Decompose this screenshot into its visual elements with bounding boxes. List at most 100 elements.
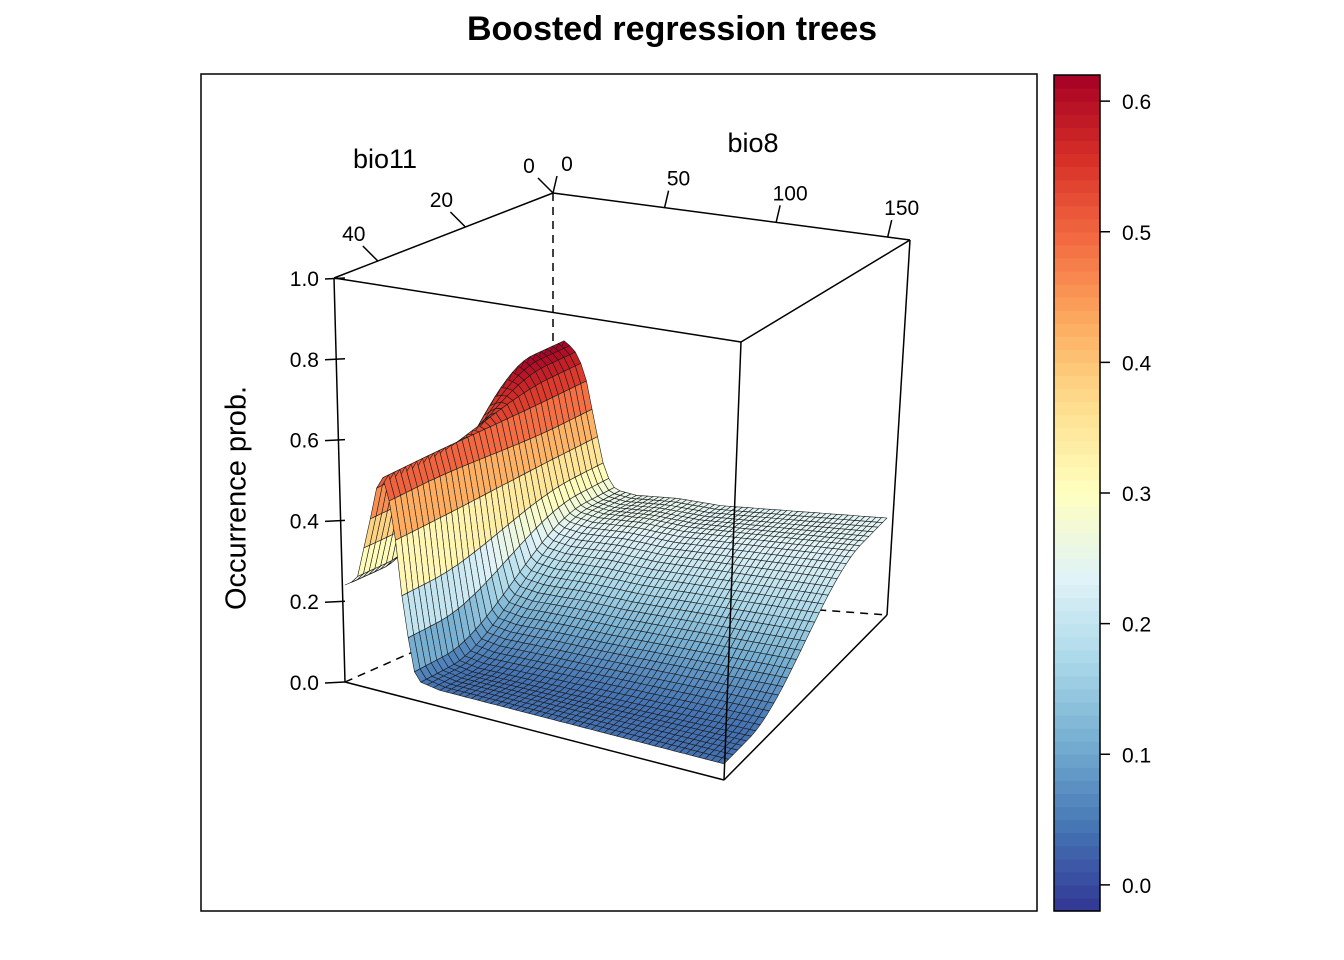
colorbar-swatch [1054, 244, 1100, 259]
colorbar-swatch [1054, 584, 1100, 599]
z-tick [324, 600, 346, 603]
colorbar-swatch [1054, 571, 1100, 586]
colorbar-swatch [1054, 806, 1100, 821]
colorbar-swatch [1054, 832, 1100, 847]
bio8-tick-label: 0 [561, 153, 573, 176]
colorbar-swatch [1054, 675, 1100, 690]
colorbar-swatch [1054, 688, 1100, 703]
bio11-axis-label: bio11 [353, 144, 417, 174]
z-tick-label: 0.4 [290, 510, 320, 533]
colorbar-swatch [1054, 218, 1100, 233]
bio8-tick-label: 150 [884, 197, 919, 220]
colorbar-tick-label: 0.5 [1122, 222, 1151, 245]
colorbar-swatch [1054, 192, 1100, 207]
colorbar-swatch [1054, 323, 1100, 337]
colorbar-swatch [1054, 440, 1100, 455]
colorbar-swatch [1054, 88, 1100, 102]
colorbar-swatch [1054, 871, 1100, 886]
plot-panel [200, 73, 1038, 912]
colorbar-swatch [1054, 140, 1100, 154]
z-tick [324, 277, 346, 280]
colorbar-swatch [1054, 558, 1100, 572]
colorbar-swatch [1054, 375, 1100, 390]
colorbar-swatch [1054, 506, 1100, 520]
colorbar-swatch [1054, 284, 1100, 298]
colorbar-swatch [1054, 623, 1100, 638]
colorbar-swatch [1054, 388, 1100, 403]
colorbar-swatch [1054, 466, 1100, 481]
bio8-tick [775, 205, 781, 223]
colorbar-swatch [1054, 715, 1100, 729]
bio11-tick-label: 20 [430, 189, 453, 212]
colorbar-swatch [1054, 519, 1100, 533]
top-edge-right [740, 239, 911, 343]
colorbar-swatch [1054, 114, 1100, 128]
colorbar-swatch [1054, 153, 1100, 168]
colorbar-swatch [1054, 858, 1100, 873]
bio11-tick-label: 0 [523, 155, 535, 178]
colorbar-swatch [1054, 754, 1100, 768]
colorbar-swatch [1054, 493, 1100, 507]
top-edge-back [552, 192, 911, 241]
colorbar-swatch [1054, 75, 1100, 89]
chart-title: Boosted regression trees [466, 10, 878, 48]
bio11-tick [537, 177, 554, 194]
colorbar-tick-label: 0.4 [1122, 352, 1152, 375]
colorbar-swatch [1054, 362, 1100, 377]
bio8-axis-label: bio8 [727, 128, 778, 158]
z-tick-label: 0.0 [290, 672, 319, 695]
colorbar-swatch [1054, 349, 1100, 363]
colorbar-tick-label: 0.6 [1122, 91, 1151, 114]
z-tick-label: 0.8 [290, 349, 319, 372]
colorbar-swatch [1054, 845, 1100, 860]
bio8-tick [552, 175, 558, 194]
bio8-tick [886, 219, 893, 238]
colorbar-swatch [1054, 270, 1100, 285]
bottom-edge-front [344, 681, 725, 781]
surface-facet [350, 573, 364, 583]
z-tick-label: 1.0 [290, 268, 319, 291]
colorbar-swatch [1054, 649, 1100, 664]
colorbar-swatch [1054, 127, 1100, 141]
colorbar-tick-label: 0.1 [1122, 744, 1151, 767]
colorbar-swatch [1054, 610, 1100, 625]
colorbar-swatch [1054, 897, 1100, 912]
colorbar-swatch [1054, 101, 1100, 115]
z-tick-label: 0.6 [290, 430, 319, 453]
z-tick [324, 438, 346, 442]
colorbar-swatch [1054, 179, 1100, 194]
bio11-tick [449, 211, 466, 228]
colorbar-swatch [1054, 884, 1100, 899]
colorbar-swatch [1054, 479, 1100, 494]
z-tick [324, 519, 346, 523]
colorbar-swatch [1054, 310, 1100, 324]
z-tick [324, 358, 346, 361]
colorbar-swatch [1054, 702, 1100, 716]
colorbar-swatch [1054, 597, 1100, 612]
colorbar-swatch [1054, 662, 1100, 677]
colorbar-swatch [1054, 231, 1100, 246]
colorbar-swatch [1054, 741, 1100, 755]
bottom-edge-right [723, 614, 888, 781]
colorbar-swatch [1054, 532, 1100, 546]
colorbar-swatch [1054, 166, 1100, 181]
colorbar-swatch [1054, 453, 1100, 468]
colorbar-swatch [1054, 545, 1100, 559]
colorbar-swatch [1054, 728, 1100, 742]
colorbar-swatch [1054, 401, 1100, 416]
colorbar-swatch [1054, 636, 1100, 651]
bio11-tick [362, 245, 379, 262]
colorbar-swatch [1054, 297, 1100, 311]
bio8-tick-label: 100 [773, 182, 808, 205]
colorbar-swatch [1054, 793, 1100, 808]
surface-facet [344, 579, 358, 586]
colorbar-swatch [1054, 257, 1100, 272]
bio8-tick [663, 190, 670, 208]
left-vertical-edge [333, 277, 346, 683]
axes: 0.0 0.2 0.4 0.6 0.8 1.0 0 50 100 150 bio8 0 20 40 bio1… [290, 128, 919, 695]
bio11-tick-label: 40 [342, 223, 365, 246]
colorbar-swatch [1054, 336, 1100, 350]
colorbar-swatch [1054, 205, 1100, 220]
z-tick [324, 681, 346, 684]
